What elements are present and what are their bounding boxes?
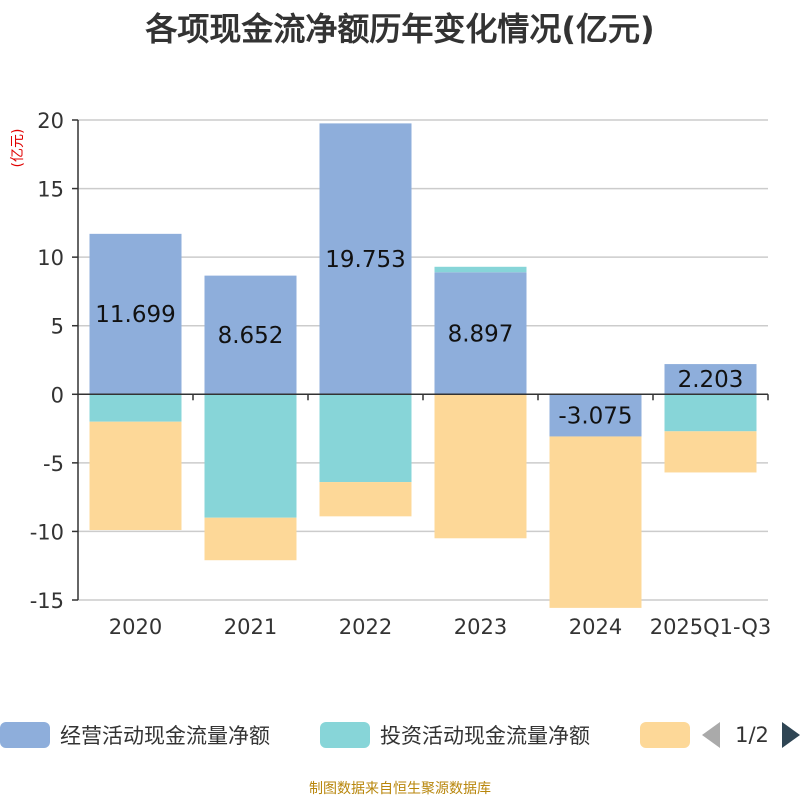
y-tick-label: -5	[43, 452, 64, 476]
bar-2022-series-0	[319, 123, 412, 395]
legend-prev-icon[interactable]	[702, 722, 720, 748]
y-tick-label: -10	[30, 520, 64, 544]
data-label: 8.652	[218, 323, 284, 349]
bar-2022-series-2	[319, 482, 412, 517]
data-label: 2.203	[678, 367, 744, 393]
x-tick-label: 2023	[454, 615, 507, 639]
bar-2023-series-0	[434, 272, 527, 395]
legend-swatch	[320, 722, 370, 748]
bar-2025Q1-Q3-series-0	[664, 364, 757, 395]
x-tick-label: 2025Q1-Q3	[650, 615, 772, 639]
bar-2021-series-0	[204, 275, 297, 395]
legend-swatch	[640, 722, 690, 748]
bar-2021-series-2	[204, 517, 297, 561]
bar-2022-series-1	[319, 394, 412, 483]
x-tick-label: 2024	[569, 615, 622, 639]
y-tick-label: 15	[37, 178, 64, 202]
bar-2025Q1-Q3-series-2	[664, 431, 757, 473]
legend-label: 经营活动现金流量净额	[60, 724, 270, 748]
legend-next-icon[interactable]	[782, 722, 800, 748]
bar-2024-series-0	[549, 394, 642, 437]
bar-2024-series-2	[549, 436, 642, 608]
x-tick-label: 2020	[109, 615, 162, 639]
legend-label: 投资活动现金流量净额	[380, 724, 590, 748]
y-tick-label: 5	[51, 315, 64, 339]
data-label: 8.897	[448, 321, 514, 347]
y-axis-label: (亿元)	[10, 129, 26, 168]
data-label: 19.753	[325, 247, 405, 273]
bar-2023-series-1	[434, 266, 527, 273]
bar-2020-series-0	[89, 233, 182, 395]
legend-swatch	[0, 722, 50, 748]
bar-2023-series-2	[434, 394, 527, 539]
data-label: 11.699	[95, 302, 175, 328]
y-tick-label: -15	[30, 589, 64, 613]
bar-2021-series-1	[204, 394, 297, 518]
source-footer: 制图数据来自恒生聚源数据库	[309, 781, 491, 797]
bar-2020-series-2	[89, 421, 182, 531]
data-label: -3.075	[558, 403, 632, 429]
y-tick-label: 20	[37, 109, 64, 133]
y-tick-label: 0	[51, 383, 64, 407]
legend-page-indicator: 1/2	[735, 723, 769, 747]
chart-title: 各项现金流净额历年变化情况(亿元)	[145, 10, 655, 48]
x-tick-label: 2021	[224, 615, 277, 639]
bar-2020-series-1	[89, 394, 182, 422]
x-tick-label: 2022	[339, 615, 392, 639]
bar-2025Q1-Q3-series-1	[664, 394, 757, 432]
y-tick-label: 10	[37, 246, 64, 270]
